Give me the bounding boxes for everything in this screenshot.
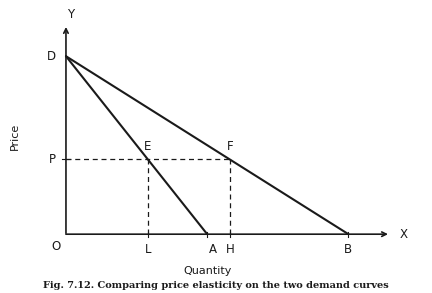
Text: O: O: [51, 241, 61, 253]
Text: A: A: [209, 243, 217, 256]
Text: H: H: [226, 243, 234, 256]
Text: Quantity: Quantity: [183, 266, 232, 276]
Text: B: B: [344, 243, 353, 256]
Text: Fig. 7.12. Comparing price elasticity on the two demand curves: Fig. 7.12. Comparing price elasticity on…: [43, 281, 389, 290]
Text: E: E: [144, 140, 152, 153]
Text: X: X: [399, 228, 407, 241]
Text: F: F: [226, 140, 233, 153]
Text: Y: Y: [67, 8, 74, 21]
Text: P: P: [49, 153, 56, 166]
Text: L: L: [145, 243, 151, 256]
Text: D: D: [47, 50, 56, 63]
Text: Price: Price: [10, 123, 20, 150]
